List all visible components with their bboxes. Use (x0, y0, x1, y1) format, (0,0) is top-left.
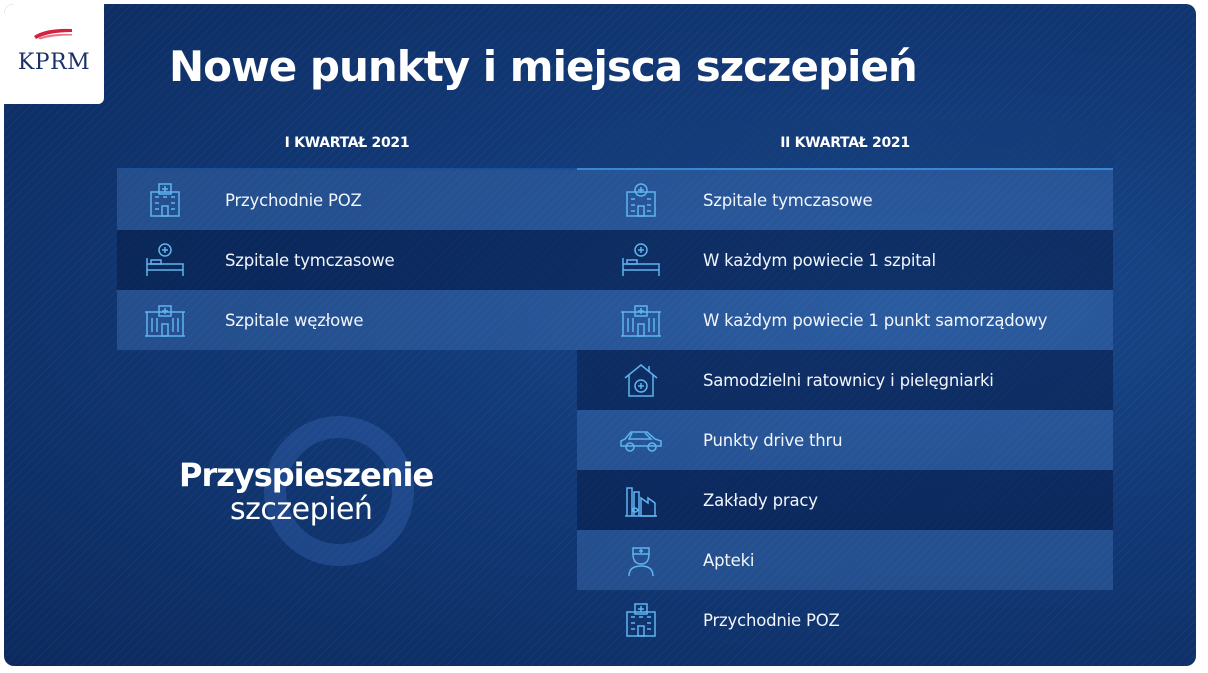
q2-row: Zakłady pracy (577, 470, 1113, 530)
flag-icon (34, 28, 72, 40)
factory-icon (619, 482, 663, 518)
row-label: Szpitale węzłowe (225, 310, 364, 330)
q1-row: Przychodnie POZ (117, 170, 577, 230)
row-label: Szpitale tymczasowe (225, 250, 395, 270)
hospital-bed-icon (619, 242, 663, 278)
q1-divider (117, 168, 577, 170)
q2-row: W każdym powiecie 1 szpital (577, 230, 1113, 290)
row-label: Apteki (703, 550, 755, 570)
q2-row: Samodzielni ratownicy i pielęgniarki (577, 350, 1113, 410)
badge-subtitle: szczepień (230, 492, 373, 527)
page-title: Nowe punkty i miejsca szczepień (169, 42, 918, 91)
q2-row: Punkty drive thru (577, 410, 1113, 470)
pharmacist-icon (619, 542, 663, 578)
row-label: Zakłady pracy (703, 490, 818, 510)
hospital-bed-icon (143, 242, 187, 278)
q2-row: W każdym powiecie 1 punkt samorządowy (577, 290, 1113, 350)
logo-text: KPRM (17, 50, 91, 75)
q1-header: I KWARTAŁ 2021 (284, 135, 410, 151)
row-label: Szpitale tymczasowe (703, 190, 873, 210)
row-label: Samodzielni ratownicy i pielęgniarki (703, 370, 994, 390)
q2-row: Przychodnie POZ (577, 590, 1113, 650)
q2-row: Apteki (577, 530, 1113, 590)
row-label: Punkty drive thru (703, 430, 843, 450)
q1-row: Szpitale węzłowe (117, 290, 577, 350)
car-icon (619, 422, 663, 458)
row-label: W każdym powiecie 1 punkt samorządowy (703, 310, 1048, 330)
clinic-building-icon (619, 602, 663, 638)
row-label: Przychodnie POZ (703, 610, 840, 630)
house-medical-icon (619, 362, 663, 398)
q2-divider (577, 168, 1113, 170)
row-label: Przychodnie POZ (225, 190, 362, 210)
clinic-building-icon (619, 182, 663, 218)
q2-header: II KWARTAŁ 2021 (577, 118, 1113, 168)
badge-title: Przyspieszenie (179, 456, 434, 494)
kprm-logo: KPRM (4, 4, 104, 104)
clinic-building-icon (143, 182, 187, 218)
hospital-building-icon (619, 302, 663, 338)
row-label: W każdym powiecie 1 szpital (703, 250, 936, 270)
q2-row: Szpitale tymczasowe (577, 170, 1113, 230)
q1-row: Szpitale tymczasowe (117, 230, 577, 290)
hospital-building-icon (143, 302, 187, 338)
infographic-card: KPRM Nowe punkty i miejsca szczepień I K… (4, 4, 1196, 666)
